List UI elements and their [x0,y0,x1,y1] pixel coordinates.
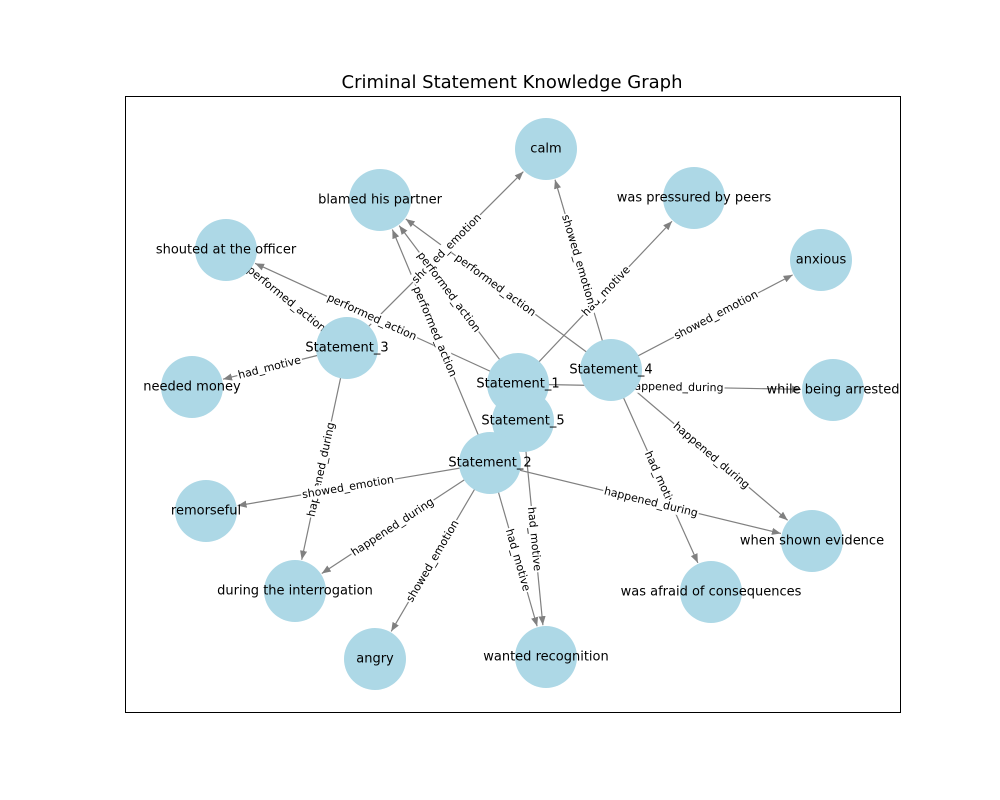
node-circle [781,510,843,572]
node-was-pressured-by-peers: was pressured by peers [617,167,772,229]
edge-label-background [243,262,330,336]
node-label: was afraid of consequences [621,585,802,600]
node-label: shouted at the officer [156,243,297,258]
edge-label-group: had_motive [235,353,304,382]
node-blamed-his-partner: blamed his partner [318,169,443,231]
node-circle [680,561,742,623]
node-circle [492,390,554,452]
node-circle [515,118,577,180]
node-label: wanted recognition [483,650,608,665]
node-label: anxious [796,253,847,268]
edge-label: showed_emotion [403,518,461,605]
edge-label-background [502,526,534,594]
edge-label: happened_during [305,421,338,518]
node-circle [161,356,223,418]
edge-label-background [300,472,396,502]
edge-label-background [601,484,701,520]
node-angry: angry [344,628,406,690]
edge-label-group: showed_emotion [670,287,762,343]
node-label: Statement_2 [448,456,531,471]
edge-label-group: performed_action [243,262,330,336]
edge-label-background [409,283,461,380]
graph-title: Criminal Statement Knowledge Graph [342,72,683,93]
node-calm: calm [515,118,577,180]
nodes-layer: calm blamed his partner was pressured by p… [143,118,899,690]
edge-label: happened_during [627,380,723,395]
edge-label-background [626,379,725,395]
node-label: while being arrested [767,383,900,398]
plot-frame [125,96,901,713]
node-statement-4: Statement_4 [569,339,653,401]
edge-label-background [558,212,599,307]
node-label: needed money [143,380,241,395]
edge-label-background [451,250,540,320]
edge-label: showed_emotion [672,288,760,343]
node-label: during the interrogation [217,584,373,599]
node-statement-2: Statement_2 [448,432,532,494]
node-label: Statement_5 [481,414,564,429]
node-remorseful: remorseful [171,480,241,542]
edge-label: performed_action [245,263,329,334]
edge-label-group: happened_during [626,379,725,395]
node-was-afraid-of-consequences: was afraid of consequences [621,561,802,623]
node-label: angry [356,652,394,667]
node-circle [580,339,642,401]
node-circle [349,169,411,231]
edge-label: showed_emotion [559,213,598,306]
node-circle [344,628,406,690]
node-when-shown-evidence: when shown evidence [740,510,884,572]
node-label: when shown evidence [740,534,884,549]
node-circle [175,480,237,542]
edge-label-group: happened_during [304,420,338,519]
node-label: remorseful [171,504,241,519]
node-circle [316,317,378,379]
edge-label-background [324,290,420,344]
edge-label-group: happened_during [347,494,438,560]
edge-label-group: showed_emotion [402,516,463,606]
edge-label-background [402,516,463,606]
node-while-being-arrested: while being arrested [767,359,900,421]
edge-label: happened_during [349,495,437,559]
node-needed-money: needed money [143,356,241,418]
node-circle [515,626,577,688]
edge-label: had_motive [525,506,544,571]
edge-label-group: happened_during [601,484,701,520]
edge-label-background [578,262,634,320]
edge-label-background [669,418,754,493]
edge-label-group: showed_emotion [558,212,599,307]
node-circle [459,432,521,494]
node-label: Statement_4 [569,363,652,378]
edge-label: had_motive [237,353,303,381]
node-label: Statement_3 [305,341,388,356]
node-wanted-recognition: wanted recognition [483,626,609,688]
edge-label: happened_during [671,419,753,491]
edge-label-group: happened_during [669,418,754,493]
node-anxious: anxious [790,229,852,291]
node-label: blamed his partner [318,193,443,208]
edge-label: happened_during [603,484,700,519]
node-shouted-at-the-officer: shouted at the officer [156,219,297,281]
node-label: was pressured by peers [617,191,772,206]
edge-label-background [524,505,545,573]
edge-label-background [670,287,762,343]
edge-label-background [641,448,681,515]
node-circle [802,359,864,421]
node-label: Statement_1 [476,377,559,392]
edge-label-background [414,248,484,336]
node-statement-5: Statement_5 [481,390,565,452]
node-statement-3: Statement_3 [305,317,389,379]
node-circle [264,560,326,622]
edge-label-background [235,353,304,382]
edge-label-group: had_motive [524,505,545,573]
node-circle [790,229,852,291]
node-circle [663,167,725,229]
node-label: calm [530,142,561,157]
node-during-the-interrogation: during the interrogation [217,560,373,622]
node-circle [195,219,257,281]
edge-label-background [347,494,438,560]
